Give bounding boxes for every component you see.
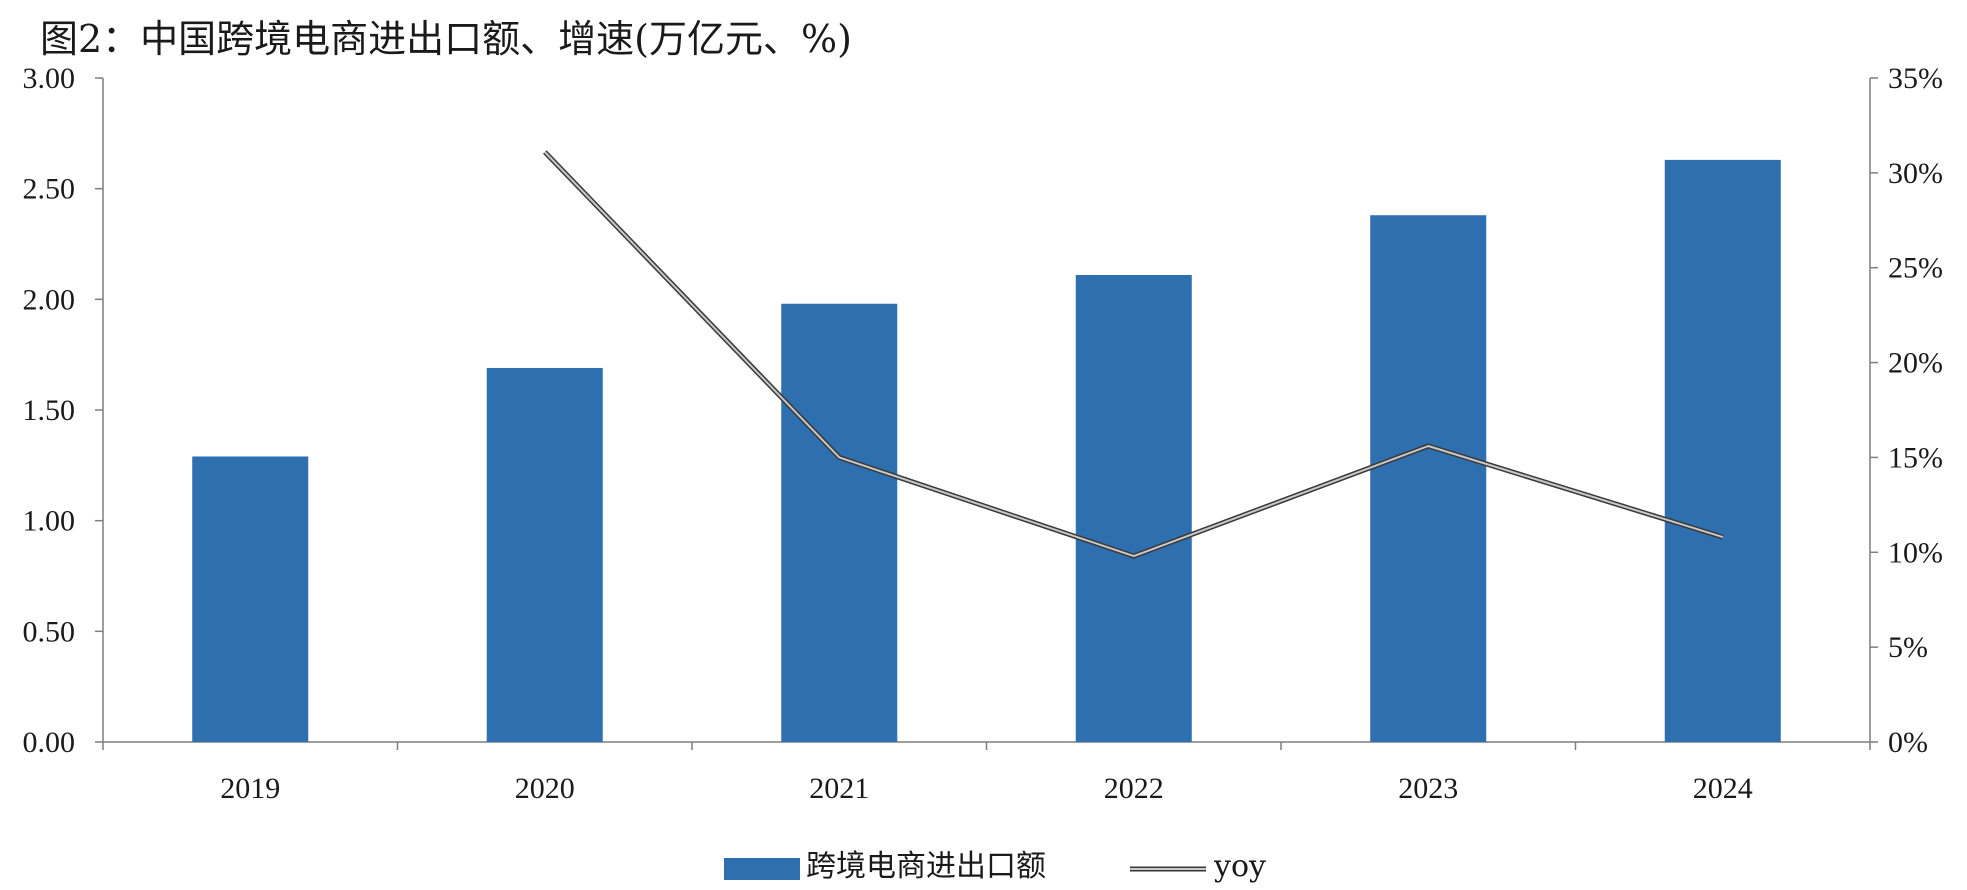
left-tick-label: 2.00 (23, 283, 76, 316)
x-tick-label: 2020 (515, 772, 575, 805)
right-tick-label: 15% (1888, 441, 1943, 474)
right-tick-label: 35% (1888, 62, 1943, 95)
bar (781, 303, 898, 742)
x-tick-label: 2024 (1693, 772, 1753, 805)
x-tick-label: 2022 (1104, 772, 1164, 805)
chart-title: 图2：中国跨境电商进出口额、增速(万亿元、%) (40, 17, 852, 61)
legend-label-line: yoy (1213, 849, 1266, 884)
right-tick-label: 25% (1888, 252, 1943, 285)
yoy-line (544, 151, 1724, 558)
legend: 跨境电商进出口额 yoy (724, 849, 1266, 884)
right-tick-label: 0% (1888, 726, 1928, 759)
right-tick-label: 20% (1888, 347, 1943, 380)
left-tick-label: 1.50 (23, 394, 76, 427)
left-tick-label: 2.50 (23, 173, 76, 206)
legend-swatch-bar (724, 858, 800, 880)
right-tick-label: 30% (1888, 157, 1943, 190)
right-tick-label: 5% (1888, 631, 1928, 664)
left-tick-label: 3.00 (23, 62, 76, 95)
right-tick-label: 10% (1888, 536, 1943, 569)
bar (486, 367, 603, 742)
bar (1075, 274, 1192, 742)
bar (1664, 159, 1781, 743)
yoy-line-series (543, 150, 1724, 559)
x-tick-label: 2019 (220, 772, 280, 805)
x-tick-label: 2021 (809, 772, 869, 805)
left-tick-label: 1.00 (23, 505, 76, 538)
x-tick-label: 2023 (1398, 772, 1458, 805)
bar (1370, 215, 1487, 742)
bar (192, 456, 309, 742)
legend-label-bar: 跨境电商进出口额 (806, 849, 1046, 884)
left-tick-label: 0.50 (23, 615, 76, 648)
axes: 0.00 0.50 1.00 1.50 2.00 2.50 3.00 0% 5% 10% 15% 20… (23, 62, 1944, 805)
bar-series (192, 159, 1781, 743)
left-tick-label: 0.00 (23, 726, 76, 759)
